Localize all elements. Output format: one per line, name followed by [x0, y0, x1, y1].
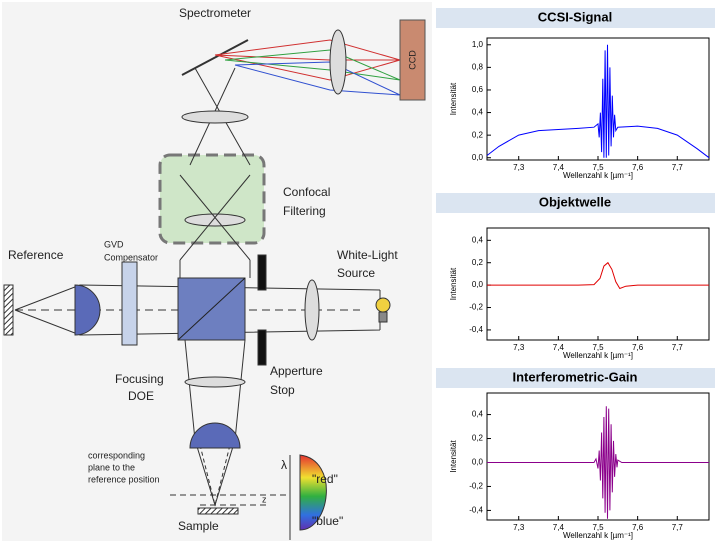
y-tick-label: 0,0: [472, 153, 484, 162]
diagram-label: Filtering: [283, 204, 326, 218]
diagram-label: Confocal: [283, 185, 330, 199]
x-tick-label: 7,3: [513, 163, 525, 172]
x-axis-label: Wellenzahl k [µm⁻¹]: [563, 171, 633, 180]
y-tick-label: -0,4: [469, 325, 483, 334]
y-tick-label: 0,2: [472, 434, 484, 443]
x-tick-label: 7,6: [632, 343, 644, 352]
y-tick-label: -0,2: [469, 482, 483, 491]
diagram-label: Stop: [270, 383, 295, 397]
x-tick-label: 7,7: [672, 523, 684, 532]
diagram-label: corresponding: [88, 450, 145, 460]
plot-frame: [487, 393, 709, 520]
y-axis-label: Intensität: [449, 267, 458, 300]
chart-title: Objektwelle: [539, 194, 611, 209]
diagram-label: λ: [281, 458, 287, 472]
x-tick-label: 7,6: [632, 523, 644, 532]
y-tick-label: 0,4: [472, 108, 484, 117]
y-tick-label: 0,0: [472, 280, 484, 289]
x-tick-label: 7,6: [632, 163, 644, 172]
y-tick-label: 1,0: [472, 40, 484, 49]
y-tick-label: 0,0: [472, 458, 484, 467]
diagram-label: Apperture: [270, 364, 323, 378]
plot-frame: [487, 38, 709, 160]
x-axis-label: Wellenzahl k [µm⁻¹]: [563, 531, 633, 540]
x-tick-label: 7,3: [513, 343, 525, 352]
x-tick-label: 7,7: [672, 163, 684, 172]
page: Spectrometer CCD Confocal Filtering Referenc…: [0, 0, 717, 543]
y-tick-label: 0,8: [472, 62, 484, 71]
x-tick-label: 7,3: [513, 523, 525, 532]
diagram-label: Source: [337, 266, 375, 280]
diagram-label: CCD: [407, 50, 417, 70]
plot-frame: [487, 228, 709, 340]
diagram-label: Focusing: [115, 372, 164, 386]
y-tick-label: 0,2: [472, 258, 484, 267]
diagram-label: Sample: [178, 519, 219, 533]
chart-title: Interferometric-Gain: [513, 369, 638, 384]
diagram-label: "red": [312, 472, 338, 486]
diagram-label: "blue": [312, 514, 343, 528]
y-tick-label: -0,4: [469, 506, 483, 515]
x-axis-label: Wellenzahl k [µm⁻¹]: [563, 351, 633, 360]
diagram-label: White-Light: [337, 248, 398, 262]
diagram-label: Compensator: [104, 252, 158, 262]
diagram-label: z: [262, 494, 267, 504]
y-axis-label: Intensität: [449, 439, 458, 472]
diagram-label: reference position: [88, 474, 160, 484]
chart-title: CCSI-Signal: [538, 9, 612, 24]
diagram-label: Spectrometer: [179, 6, 251, 20]
y-axis-label: Intensität: [449, 82, 458, 115]
diagram-label: Reference: [8, 248, 64, 262]
y-tick-label: 0,6: [472, 85, 484, 94]
y-tick-label: 0,4: [472, 410, 484, 419]
y-tick-label: -0,2: [469, 303, 483, 312]
diagram-label: GVD: [104, 239, 124, 249]
y-tick-label: 0,2: [472, 130, 484, 139]
diagram-label: DOE: [128, 389, 154, 403]
x-tick-label: 7,7: [672, 343, 684, 352]
diagram-label: plane to the: [88, 462, 135, 472]
y-tick-label: 0,4: [472, 235, 484, 244]
